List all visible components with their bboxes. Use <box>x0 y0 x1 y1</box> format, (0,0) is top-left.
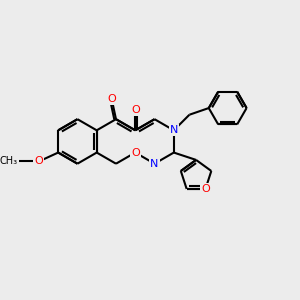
Text: O: O <box>107 94 116 104</box>
Text: O: O <box>131 148 140 158</box>
Text: O: O <box>34 157 43 166</box>
Text: O: O <box>131 105 140 115</box>
Text: O: O <box>201 184 210 194</box>
Text: CH₃: CH₃ <box>0 157 18 166</box>
Text: N: N <box>169 125 178 135</box>
Text: N: N <box>150 159 159 169</box>
